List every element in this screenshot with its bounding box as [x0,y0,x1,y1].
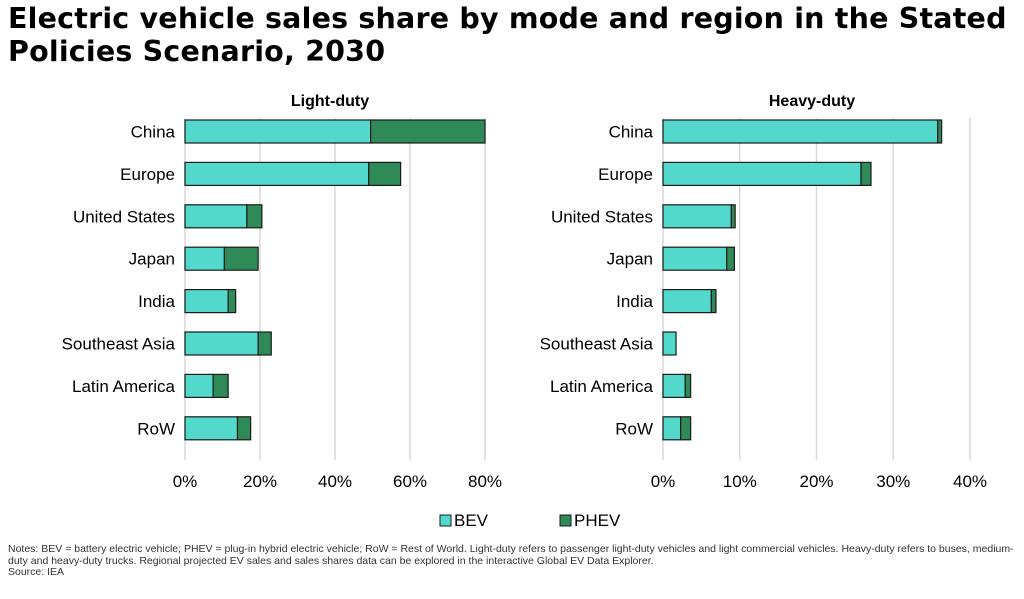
light-duty-tick-label: 0% [173,472,198,491]
chart-notes: Notes: BEV = battery electric vehicle; P… [8,543,1020,579]
light-duty-bar-southeast-asia-phev [257,331,272,356]
heavy-duty-bar-latin-america-bev [662,373,686,398]
heavy-duty-bar-china-bev [662,119,939,144]
chart-title: Electric vehicle sales share by mode and… [8,2,1007,68]
light-duty-bar-china-bev [184,119,372,144]
heavy-duty-bar-europe-phev [860,161,872,186]
heavy-duty-category-label: Japan [607,250,653,269]
heavy-duty-bar-europe-bev [662,161,862,186]
source-text: Source: IEA [8,566,65,578]
heavy-duty-bar-row-bev [662,416,682,441]
light-duty-category-label: United States [73,207,175,226]
light-duty-bar-india-phev [227,289,237,314]
heavy-duty-bar-china-phev [937,119,943,144]
light-duty-panel-title: Light-duty [291,93,369,110]
light-duty-bar-china-phev [370,119,486,144]
light-duty-category-label: RoW [137,419,175,438]
heavy-duty-bar-india-bev [662,289,712,314]
light-duty-bar-latin-america-phev [212,373,229,398]
heavy-duty-category-label: China [609,123,654,142]
light-duty-tick-label: 40% [318,472,352,491]
heavy-duty-bar-row-phev [680,416,692,441]
light-duty-category-label: Southeast Asia [62,335,176,354]
heavy-duty-bar-japan-bev [662,246,728,271]
heavy-duty-category-label: Southeast Asia [540,335,654,354]
light-duty-category-label: Japan [129,250,175,269]
light-duty-tick-label: 20% [243,472,277,491]
heavy-duty-tick-label: 20% [799,472,833,491]
light-duty-bar-united-states-bev [184,204,248,229]
light-duty-category-label: China [131,123,176,142]
heavy-duty-bar-japan-phev [726,246,735,271]
light-duty-tick-label: 60% [393,472,427,491]
heavy-duty-category-label: Europe [598,165,653,184]
light-duty-bar-japan-bev [184,246,225,271]
legend-label-phev: PHEV [574,511,621,530]
light-duty-bar-europe-bev [184,161,370,186]
heavy-duty-category-label: Latin America [550,377,654,396]
heavy-duty-bar-united-states-phev [730,204,736,229]
light-duty-bar-latin-america-bev [184,373,214,398]
light-duty-bar-united-states-phev [246,204,263,229]
heavy-duty-tick-label: 0% [651,472,676,491]
heavy-duty-panel-title: Heavy-duty [769,93,855,110]
light-duty-bar-japan-phev [223,246,259,271]
heavy-duty-category-label: India [616,292,653,311]
legend-swatch-phev [559,514,572,527]
light-duty-bar-southeast-asia-bev [184,331,259,356]
light-duty-category-label: India [138,292,175,311]
legend-swatch-bev [439,514,452,527]
light-duty-bar-india-bev [184,289,229,314]
light-duty-tick-label: 80% [468,472,502,491]
heavy-duty-tick-label: 40% [953,472,987,491]
heavy-duty-bar-india-phev [710,289,717,314]
heavy-duty-bar-southeast-asia-bev [662,331,677,356]
light-duty-bar-row-bev [184,416,239,441]
legend-label-bev: BEV [454,511,489,530]
light-duty-bar-row-phev [236,416,252,441]
heavy-duty-tick-label: 30% [876,472,910,491]
chart-area: Light-duty 0% 20% 40% 60% 80% China Europe Unite… [62,93,987,530]
heavy-duty-bar-latin-america-phev [684,373,692,398]
heavy-duty-category-label: RoW [615,419,653,438]
light-duty-category-label: Europe [120,165,175,184]
notes-text: Notes: BEV = battery electric vehicle; P… [8,543,1014,567]
heavy-duty-bar-united-states-bev [662,204,732,229]
heavy-duty-tick-label: 10% [723,472,757,491]
heavy-duty-category-label: United States [551,207,653,226]
light-duty-bar-europe-phev [368,161,402,186]
light-duty-category-label: Latin America [72,377,176,396]
